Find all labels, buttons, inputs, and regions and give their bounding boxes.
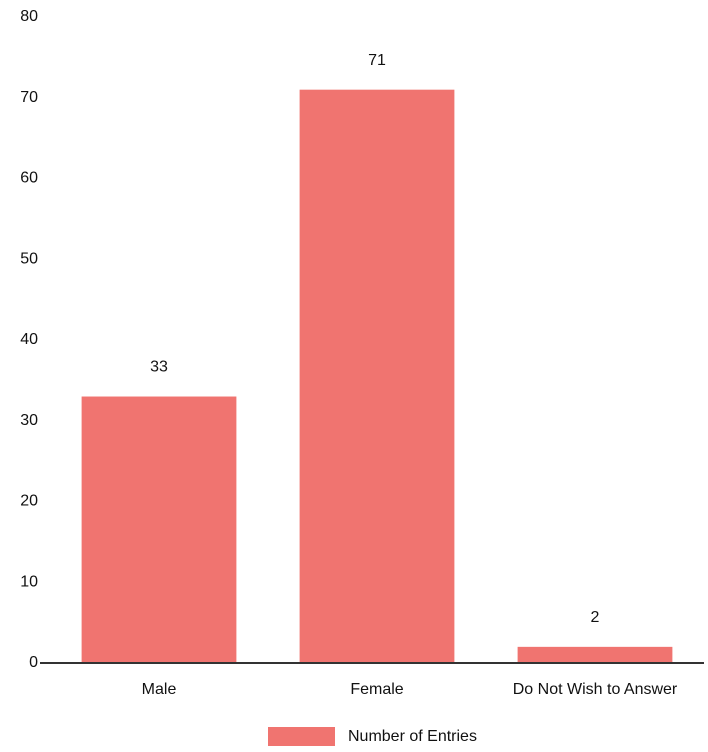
legend-label: Number of Entries (348, 728, 477, 745)
bar (517, 646, 673, 663)
y-tick-label: 70 (20, 89, 38, 106)
y-tick-label: 30 (20, 412, 38, 429)
y-tick-label: 20 (20, 493, 38, 510)
y-tick-label: 10 (20, 573, 38, 590)
data-label: 33 (150, 359, 168, 376)
data-label: 71 (368, 52, 386, 69)
y-tick-label: 60 (20, 170, 38, 187)
y-tick-label: 80 (20, 8, 38, 25)
bar (81, 396, 237, 663)
data-label: 2 (591, 609, 600, 626)
x-tick-label: Female (350, 681, 403, 698)
bar (299, 89, 455, 664)
y-tick-label: 50 (20, 250, 38, 267)
y-tick-label: 40 (20, 331, 38, 348)
legend-swatch (268, 727, 335, 746)
x-tick-label: Do Not Wish to Answer (513, 681, 678, 698)
y-tick-label: 0 (29, 654, 38, 671)
x-tick-label: Male (142, 681, 177, 698)
